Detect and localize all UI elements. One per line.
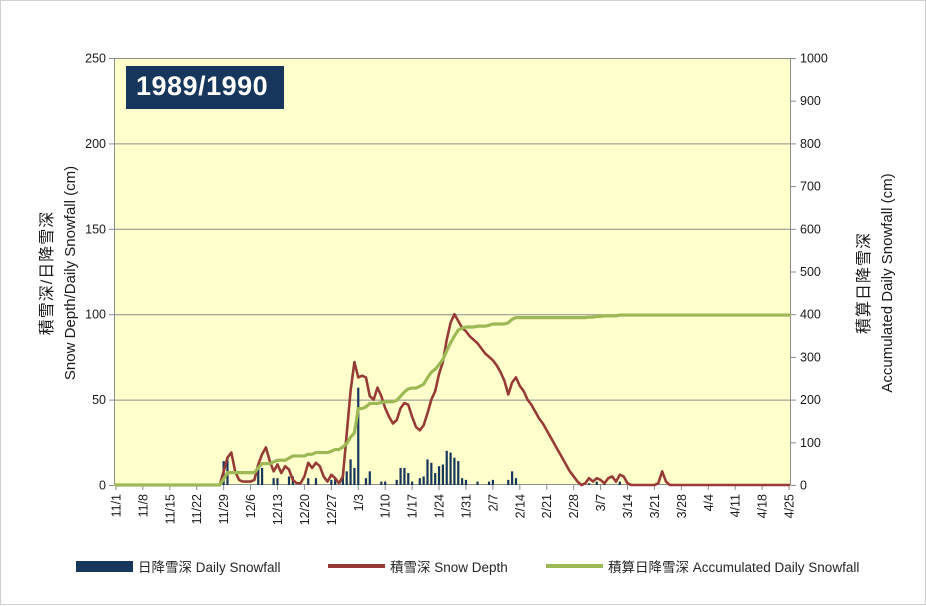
svg-text:3/14: 3/14 (621, 494, 635, 518)
gridlines (114, 143, 791, 401)
svg-text:250: 250 (85, 52, 106, 66)
legend-item-daily-snowfall: 日降雪深 Daily Snowfall (76, 553, 281, 579)
legend-label-snow-depth: 積雪深 Snow Depth (390, 560, 508, 575)
legend-swatch-accumulated-line (546, 564, 603, 568)
svg-text:3/21: 3/21 (648, 494, 662, 518)
svg-text:50: 50 (92, 393, 106, 407)
svg-text:4/4: 4/4 (702, 494, 716, 511)
svg-text:0: 0 (800, 479, 807, 493)
legend-swatch-daily-snowfall-bar (76, 560, 133, 572)
daily-snowfall-bars (222, 387, 621, 485)
legend-label-accumulated-snowfall: 積算日降雪深 Accumulated Daily Snowfall (608, 560, 860, 575)
svg-text:11/15: 11/15 (163, 494, 177, 524)
legend-item-snow-depth: 積雪深 Snow Depth (328, 553, 508, 579)
svg-text:11/8: 11/8 (136, 494, 150, 517)
plot-background (114, 58, 791, 485)
svg-text:0: 0 (99, 479, 106, 493)
svg-text:800: 800 (800, 137, 821, 151)
svg-text:1000: 1000 (800, 52, 828, 66)
svg-text:12/13: 12/13 (271, 494, 285, 525)
svg-text:1/31: 1/31 (459, 494, 473, 518)
svg-text:500: 500 (800, 265, 821, 279)
right-axis-title-english: Accumulated Daily Snowfall (cm) (879, 173, 896, 393)
svg-text:200: 200 (800, 393, 821, 407)
accumulated-snowfall-line (114, 313, 791, 487)
svg-text:100: 100 (800, 436, 821, 450)
left-axis-title: 積雪深/日降雪深 Snow Depth/Daily Snowfall (cm) (36, 38, 82, 508)
legend-label-daily-snowfall: 日降雪深 Daily Snowfall (138, 560, 281, 575)
right-axis-tick-labels: 0 100 200 300 400 500 600 700 800 900 1000 (791, 52, 828, 493)
svg-text:11/22: 11/22 (190, 494, 204, 524)
svg-text:2/14: 2/14 (513, 494, 527, 518)
svg-text:2/21: 2/21 (540, 494, 554, 518)
svg-text:700: 700 (800, 180, 821, 194)
plot-border (114, 58, 791, 485)
svg-text:200: 200 (85, 137, 106, 151)
svg-text:300: 300 (800, 350, 821, 364)
svg-text:12/6: 12/6 (244, 494, 258, 518)
svg-text:11/29: 11/29 (217, 494, 231, 524)
svg-text:600: 600 (800, 222, 821, 236)
svg-text:100: 100 (85, 308, 106, 322)
svg-text:4/11: 4/11 (729, 494, 743, 517)
legend-item-accumulated-snowfall: 積算日降雪深 Accumulated Daily Snowfall (546, 553, 859, 579)
svg-text:4/25: 4/25 (783, 494, 797, 518)
svg-text:1/17: 1/17 (406, 494, 420, 518)
svg-text:12/20: 12/20 (298, 494, 312, 525)
x-axis-tick-labels: 11/1 11/8 11/15 11/22 11/29 12/6 12/13 12/20 12/… (109, 485, 797, 525)
svg-text:3/7: 3/7 (594, 494, 608, 511)
svg-text:2/7: 2/7 (486, 494, 500, 511)
svg-text:1/24: 1/24 (433, 494, 447, 518)
right-axis-title: 積算日降雪深 Accumulated Daily Snowfall (cm) (853, 48, 899, 518)
svg-text:400: 400 (800, 308, 821, 322)
legend-swatch-snow-depth-line (328, 564, 385, 568)
svg-text:1/10: 1/10 (379, 494, 393, 518)
left-axis-title-japanese: 積雪深/日降雪深 (39, 210, 56, 336)
svg-text:3/28: 3/28 (675, 494, 689, 518)
svg-text:150: 150 (85, 222, 106, 236)
left-axis-tick-labels: 0 50 100 150 200 250 (85, 52, 114, 493)
right-axis-title-japanese: 積算日降雪深 (856, 232, 873, 335)
svg-text:4/18: 4/18 (756, 494, 770, 518)
snow-depth-line (114, 312, 791, 487)
svg-text:12/27: 12/27 (325, 494, 339, 525)
legend: 日降雪深 Daily Snowfall 積雪深 Snow Depth 積算日降雪… (1, 553, 926, 579)
svg-text:1/3: 1/3 (352, 494, 366, 511)
chart-title: 1989/1990 (126, 66, 285, 109)
svg-text:2/28: 2/28 (567, 494, 581, 518)
left-axis-title-english: Snow Depth/Daily Snowfall (cm) (62, 165, 79, 381)
svg-text:11/1: 11/1 (109, 494, 123, 517)
svg-text:900: 900 (800, 94, 821, 108)
